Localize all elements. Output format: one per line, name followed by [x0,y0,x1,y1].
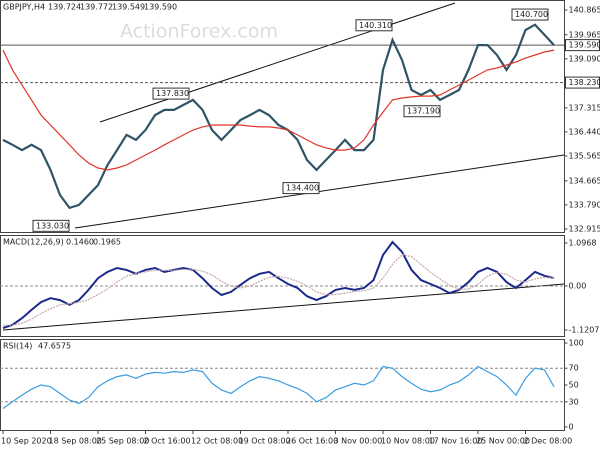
y-tick-label: 135.565 [569,151,600,160]
y-tick-label: 139.090 [569,54,600,63]
annotation-box [32,219,70,232]
x-tick-label: 2 Oct 16:00 [144,437,191,446]
y-tick-label: -1.1207 [569,325,600,334]
y-tick-label: 1.0968 [569,238,597,247]
quote-open: 139.724 [48,3,81,12]
x-tick-label: 2 Dec 08:00 [524,437,573,446]
series-line [2,49,555,171]
y-tick-label: 70 [569,364,579,373]
y-tick-label: 30 [569,397,579,406]
x-tick-label: 17 Nov 16:00 [429,437,483,446]
y-tick-label: 139.965 [569,30,600,39]
y-tick-label: 100 [569,339,584,348]
y-tick-label: 50 [569,381,579,390]
watermark: ActionForex.com [120,21,278,43]
series-line [3,253,555,326]
rsi-label: RSI(14) [3,342,32,351]
series-line [2,365,555,409]
x-tick-label: 25 Sep 08:00 [96,437,149,446]
x-tick-label: 3 Nov 00:00 [334,437,383,446]
annotation-box [282,182,320,195]
x-tick-label: 12 Oct 08:00 [191,437,243,446]
annotation-box [152,87,190,100]
y-tick-label: 136.440 [569,127,600,136]
quote-close: 139.590 [144,3,177,12]
y-tick-label: 140.865 [569,5,600,14]
annotation-box [511,8,549,21]
rsi-reading: 47.6575 [38,342,71,351]
annotation-label: 134.400 [286,184,319,193]
x-tick-label: 18 Sep 08:00 [49,437,102,446]
x-tick-label: 25 Nov 00:00 [476,437,530,446]
quote-low: 139.549 [112,3,145,12]
annotation-box [355,19,393,32]
macd-label: MACD(12,26,9) [3,238,64,247]
y-tick-label: 137.315 [569,103,600,112]
y-tick-label: 133.790 [569,200,600,209]
annotation-label: 140.310 [359,21,392,30]
annotation-label: 137.190 [407,107,440,116]
macd-reading: 0.1460 [66,238,94,247]
level-label: 139.590 [569,41,600,50]
symbol: GBPJPY,H4 [3,3,45,12]
macd-reading: 0.1965 [93,238,121,247]
y-tick-label: 0.00 [569,282,587,291]
annotation-label: 140.700 [515,10,548,19]
y-tick-label: 134.665 [569,176,600,185]
x-tick-label: 19 Oct 08:00 [239,437,291,446]
x-tick-label: 10 Sep 2020 [1,437,52,446]
x-tick-label: 10 Nov 08:00 [381,437,435,446]
annotation-box [403,105,441,118]
level-label: 138.230 [569,78,600,87]
y-tick-label: 0 [569,422,574,431]
y-tick-label: 132.915 [569,224,600,233]
annotation-label: 137.830 [156,89,189,98]
series-line [2,240,555,329]
annotation-label: 133.030 [36,221,69,230]
quote-high: 139.772 [80,3,113,12]
x-tick-label: 26 Oct 16:00 [286,437,338,446]
